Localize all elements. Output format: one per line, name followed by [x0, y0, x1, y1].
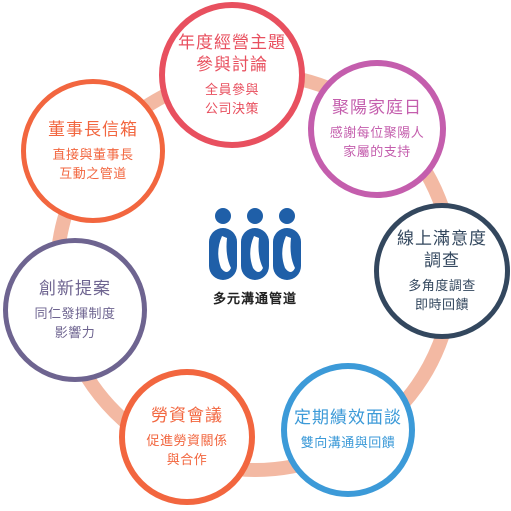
node-innovation-proposal: 創新提案 同仁發揮制度 影響力: [3, 238, 147, 382]
node-performance-review: 定期績效面談 雙向溝通與回饋: [281, 363, 415, 497]
node-desc: 雙向溝通與回饋: [300, 436, 396, 451]
node-title: 定期績效面談: [294, 408, 402, 428]
node-title: 勞資會議: [151, 405, 223, 426]
three-people-logo-icon: [209, 208, 301, 280]
node-title: 線上滿意度 調查: [397, 228, 487, 271]
node-labor-meeting: 勞資會議 促進勞資關係 與合作: [119, 369, 255, 505]
node-desc: 全員參與 公司決策: [204, 82, 259, 117]
node-annual-theme: 年度經營主題 參與討論 全員參與 公司決策: [159, 2, 305, 148]
node-desc: 促進勞資關係 與合作: [146, 433, 228, 468]
node-desc: 同仁發揮制度 影響力: [34, 306, 116, 341]
node-online-survey: 線上滿意度 調查 多角度調查 即時回饋: [374, 203, 510, 339]
node-desc: 感謝每位聚陽人 家屬的支持: [329, 125, 425, 160]
node-chairman-mailbox: 董事長信箱 直接與董事長 互動之管道: [21, 79, 165, 223]
center-logo-block: 多元溝通管道: [200, 206, 310, 307]
node-title: 聚陽家庭日: [332, 97, 422, 118]
center-label: 多元溝通管道: [212, 292, 297, 307]
node-title: 董事長信箱: [48, 119, 138, 140]
node-title: 創新提案: [39, 278, 111, 299]
node-family-day: 聚陽家庭日 感謝每位聚陽人 家屬的支持: [308, 60, 446, 198]
node-desc: 多角度調查 即時回饋: [408, 278, 476, 313]
node-desc: 直接與董事長 互動之管道: [52, 147, 134, 182]
node-title: 年度經營主題 參與討論: [178, 32, 286, 75]
